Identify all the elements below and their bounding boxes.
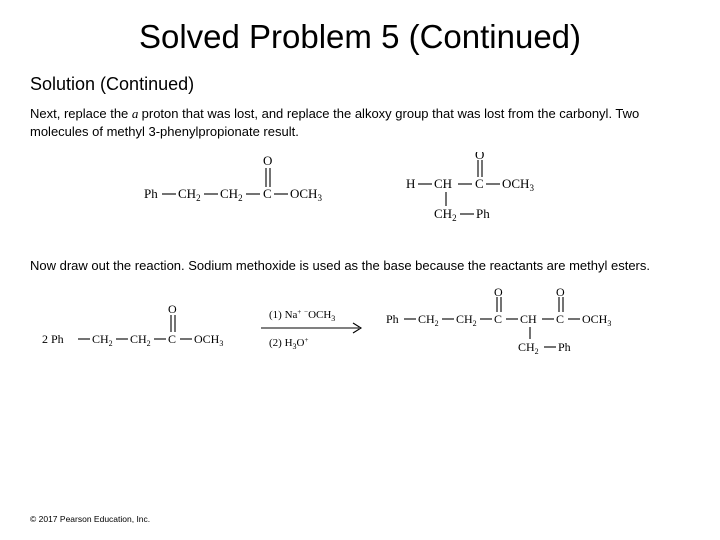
molecule-2: H CH C O OCH3 CH2 Ph xyxy=(400,152,580,237)
condition-1: (1) Na+ −OCH3 xyxy=(269,308,335,323)
svg-text:CH2: CH2 xyxy=(518,340,539,356)
alpha-symbol: a xyxy=(132,106,142,121)
molecule-1: Ph CH2 CH2 C O OCH3 xyxy=(140,152,340,237)
svg-text:C: C xyxy=(168,332,176,346)
svg-text:CH: CH xyxy=(520,312,537,326)
svg-text:C: C xyxy=(475,176,484,191)
product: Ph CH2 CH2 C O CH C O OCH3 CH2 Ph xyxy=(382,287,682,367)
svg-text:O: O xyxy=(556,287,565,299)
svg-text:CH2: CH2 xyxy=(434,206,457,223)
slide-title: Solved Problem 5 (Continued) xyxy=(30,18,690,56)
reaction-row: 2 Ph CH2 CH2 C O OCH3 (1) Na+ −OCH3 (2) … xyxy=(30,287,690,367)
svg-text:C: C xyxy=(263,186,272,201)
paragraph-2: Now draw out the reaction. Sodium methox… xyxy=(30,257,690,275)
svg-text:OCH3: OCH3 xyxy=(290,186,322,203)
svg-text:Ph: Ph xyxy=(386,312,399,326)
svg-text:O: O xyxy=(263,153,272,168)
svg-text:OCH3: OCH3 xyxy=(582,312,611,328)
paragraph-1: Next, replace the a proton that was lost… xyxy=(30,105,690,140)
svg-text:OCH3: OCH3 xyxy=(502,176,534,193)
reactant: 2 Ph CH2 CH2 C O OCH3 xyxy=(38,299,243,354)
svg-text:CH2: CH2 xyxy=(418,312,439,328)
svg-text:C: C xyxy=(494,312,502,326)
condition-2: (2) H3O+ xyxy=(269,336,308,350)
svg-text:O: O xyxy=(168,302,177,316)
svg-text:OCH3: OCH3 xyxy=(194,332,223,348)
svg-text:C: C xyxy=(556,312,564,326)
svg-text:O: O xyxy=(475,152,484,162)
slide-subtitle: Solution (Continued) xyxy=(30,74,690,95)
reaction-arrow: (1) Na+ −OCH3 (2) H3O+ xyxy=(255,304,370,350)
svg-text:H: H xyxy=(406,176,415,191)
svg-text:O: O xyxy=(494,287,503,299)
svg-text:CH2: CH2 xyxy=(130,332,151,348)
svg-text:2 Ph: 2 Ph xyxy=(42,332,64,346)
svg-text:CH2: CH2 xyxy=(220,186,243,203)
svg-text:CH2: CH2 xyxy=(456,312,477,328)
molecule-row-1: Ph CH2 CH2 C O OCH3 xyxy=(30,152,690,237)
svg-text:Ph: Ph xyxy=(476,206,490,221)
label-ph: Ph xyxy=(144,186,158,201)
svg-text:CH2: CH2 xyxy=(178,186,201,203)
svg-text:CH: CH xyxy=(434,176,452,191)
svg-text:Ph: Ph xyxy=(558,340,571,354)
copyright-text: © 2017 Pearson Education, Inc. xyxy=(30,514,150,524)
svg-text:CH2: CH2 xyxy=(92,332,113,348)
para1-pre: Next, replace the xyxy=(30,106,132,121)
